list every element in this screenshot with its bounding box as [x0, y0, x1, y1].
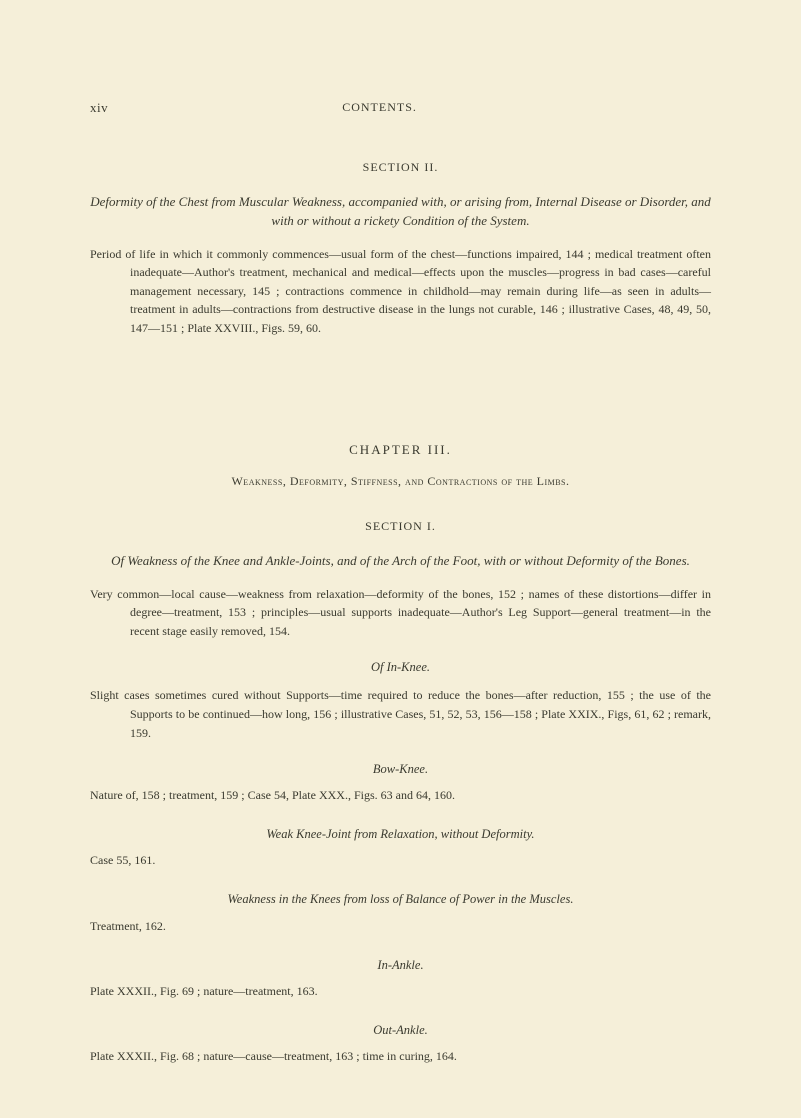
- in-knee-title: Of In-Knee.: [90, 658, 711, 676]
- section-2-body: Period of life in which it commonly comm…: [90, 245, 711, 338]
- section-2-title: Deformity of the Chest from Muscular Wea…: [90, 193, 711, 231]
- page-container: xiv CONTENTS. SECTION II. Deformity of t…: [0, 0, 801, 1118]
- chapter-3-heading: CHAPTER III.: [90, 442, 711, 458]
- weak-knee-title: Weak Knee-Joint from Relaxation, without…: [90, 825, 711, 843]
- in-ankle-title: In-Ankle.: [90, 956, 711, 974]
- bow-knee-body: Nature of, 158 ; treatment, 159 ; Case 5…: [90, 788, 711, 803]
- out-ankle-title: Out-Ankle.: [90, 1021, 711, 1039]
- weakness-knees-title: Weakness in the Knees from loss of Balan…: [90, 890, 711, 908]
- contents-label: CONTENTS.: [108, 100, 651, 116]
- section-2-heading: SECTION II.: [90, 160, 711, 175]
- weak-knee-body: Case 55, 161.: [90, 853, 711, 868]
- out-ankle-body: Plate XXXII., Fig. 68 ; nature—cause—tre…: [90, 1049, 711, 1064]
- chapter-3-subtitle: Weakness, Deformity, Stiffness, and Cont…: [90, 474, 711, 489]
- in-knee-body: Slight cases sometimes cured without Sup…: [90, 686, 711, 742]
- section-1-heading: SECTION I.: [90, 519, 711, 534]
- in-ankle-body: Plate XXXII., Fig. 69 ; nature—treatment…: [90, 984, 711, 999]
- page-number: xiv: [90, 100, 108, 116]
- section-1-title: Of Weakness of the Knee and Ankle-Joints…: [90, 552, 711, 571]
- page-header: xiv CONTENTS.: [90, 100, 711, 116]
- section-1-body: Very common—local cause—weakness from re…: [90, 585, 711, 641]
- bow-knee-title: Bow-Knee.: [90, 760, 711, 778]
- weakness-knees-body: Treatment, 162.: [90, 919, 711, 934]
